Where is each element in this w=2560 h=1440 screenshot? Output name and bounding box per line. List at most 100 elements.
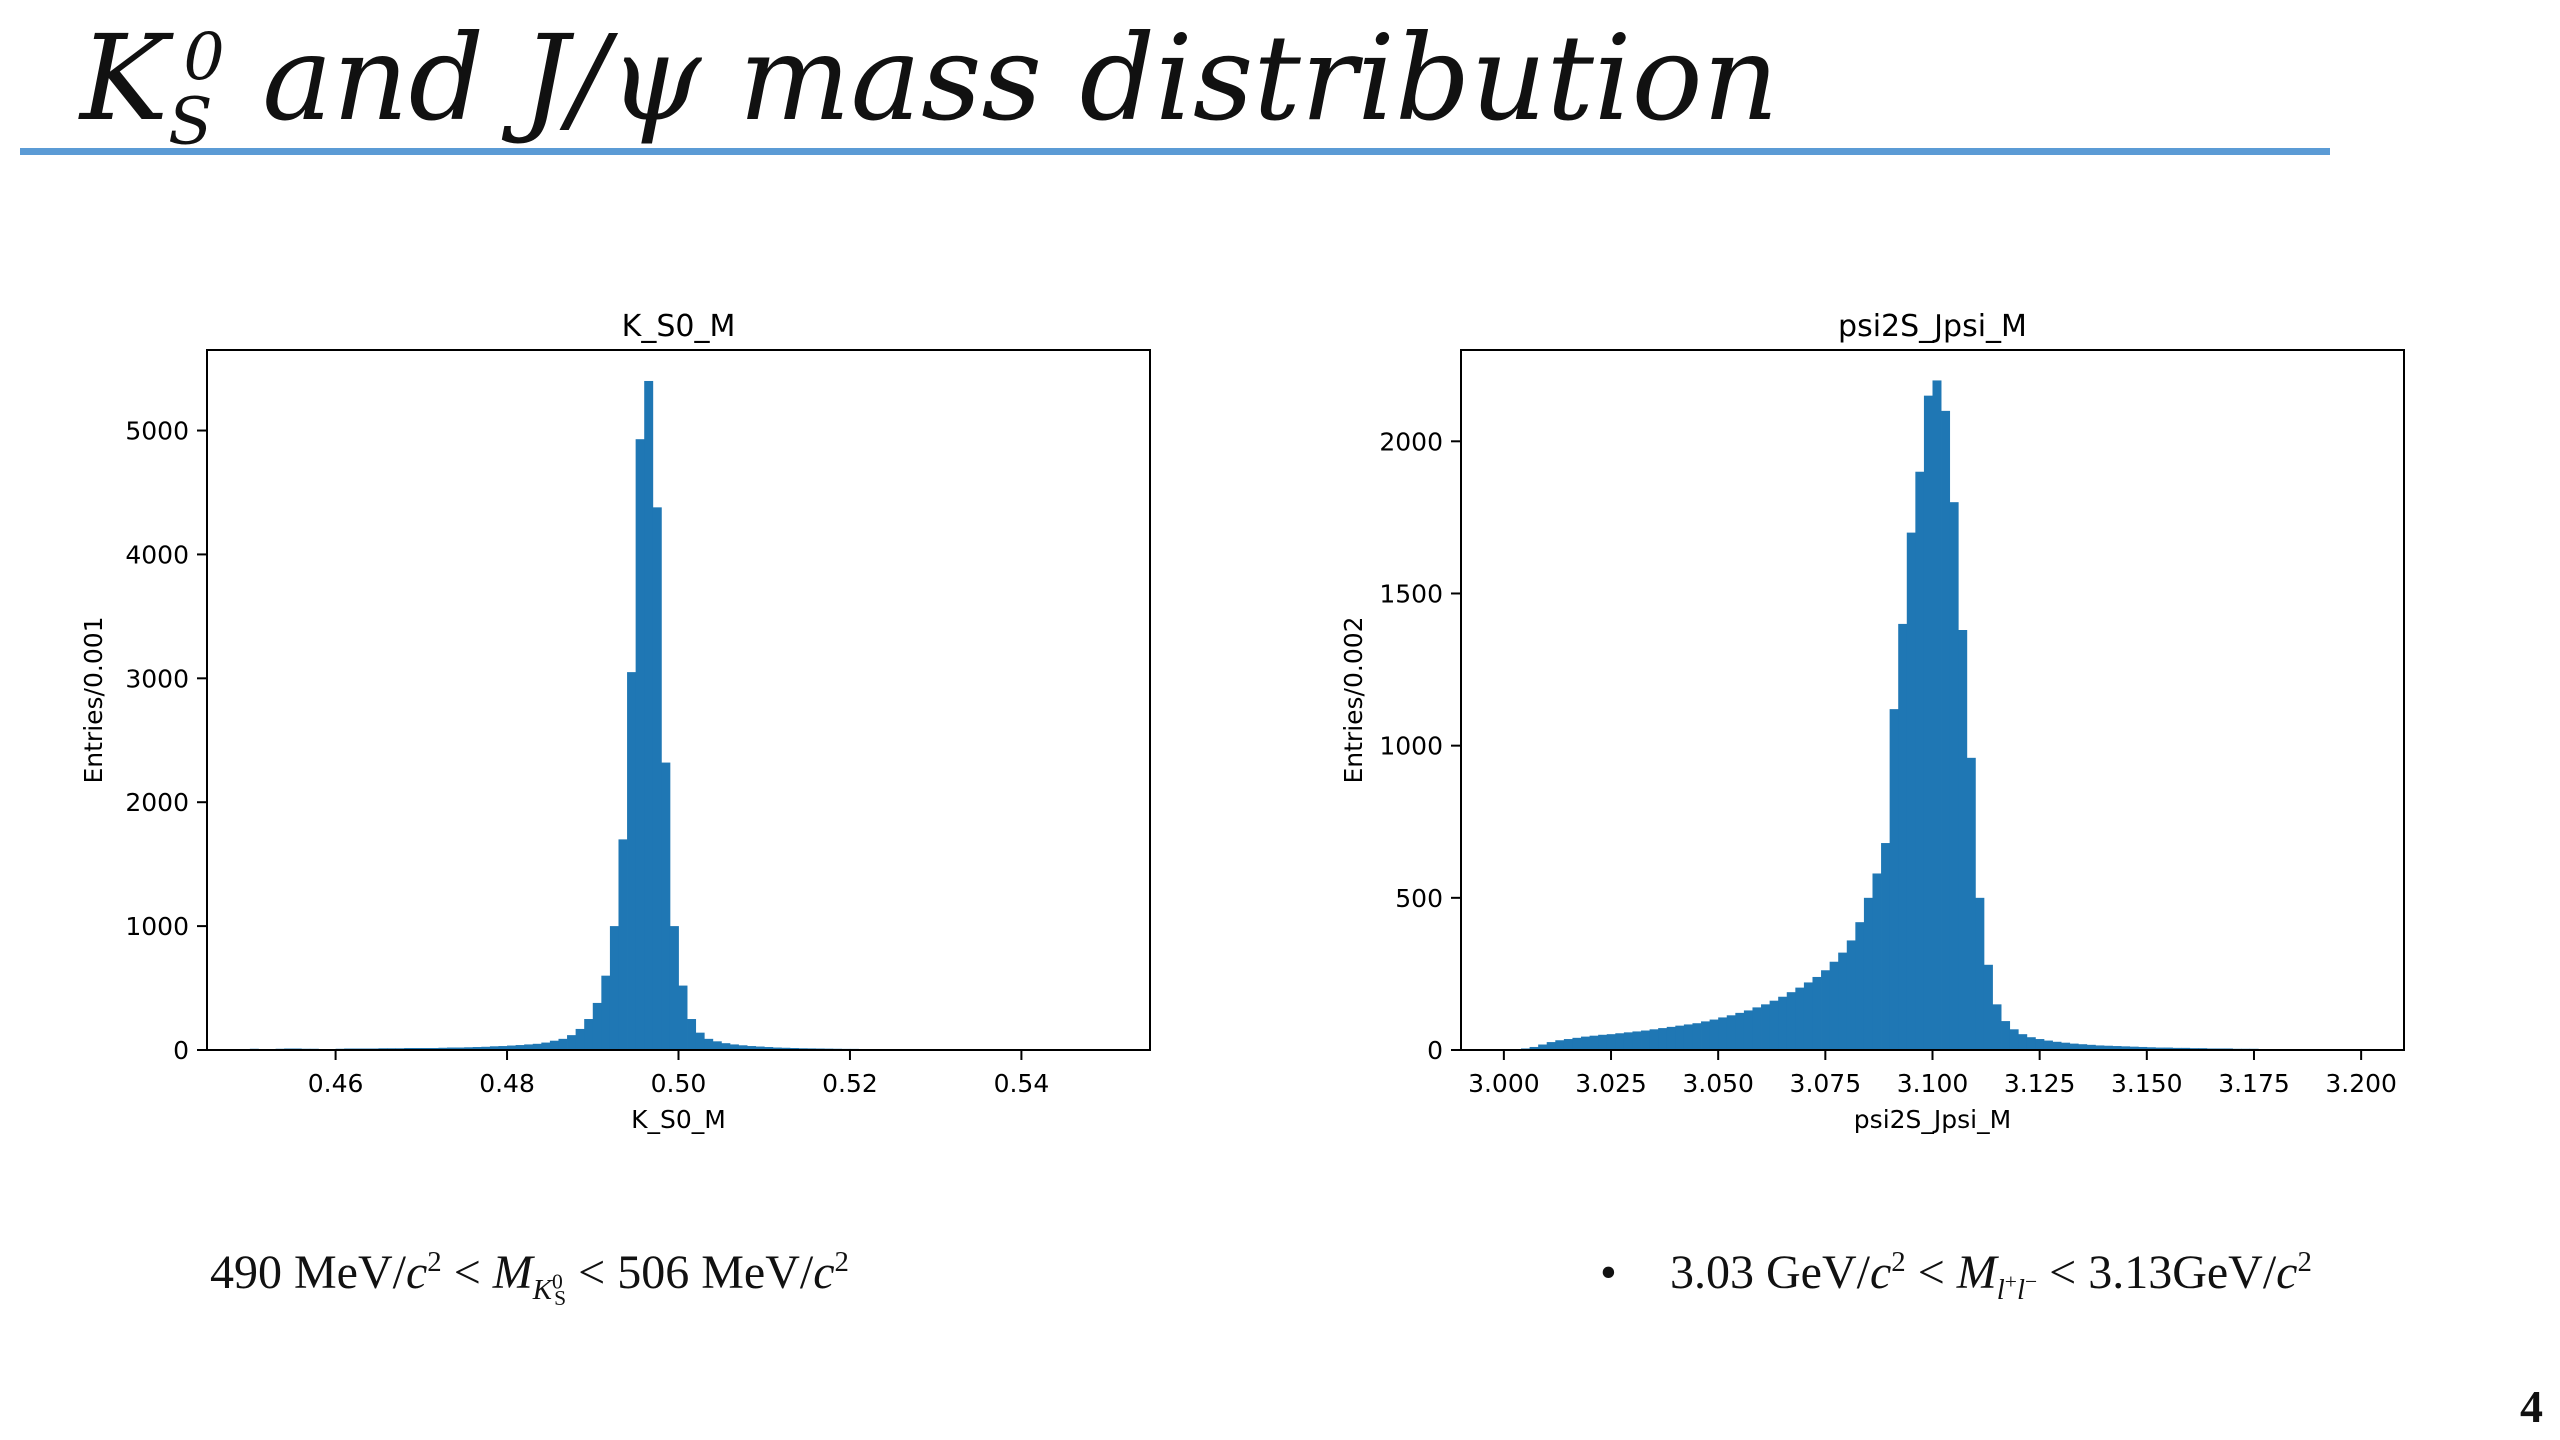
histogram-bar xyxy=(1589,1035,1599,1050)
histogram-bar xyxy=(584,1019,594,1050)
histogram-bar xyxy=(1983,964,1993,1050)
histogram-bar xyxy=(2069,1043,2079,1050)
histogram-bar xyxy=(1761,1004,1771,1050)
histogram-bar xyxy=(1598,1034,1608,1050)
histogram-bar xyxy=(2129,1046,2139,1050)
histogram-bar xyxy=(1649,1029,1659,1050)
histogram-bar xyxy=(549,1040,559,1050)
histogram-bar xyxy=(2001,1021,2011,1050)
histogram-bar xyxy=(747,1046,757,1050)
x-tick-label: 0.50 xyxy=(651,1069,707,1098)
histogram-bar xyxy=(1726,1015,1736,1050)
histogram-bar xyxy=(1915,471,1925,1050)
chart-title: K_S0_M xyxy=(622,309,736,344)
histogram-bar xyxy=(644,380,654,1050)
histogram-bar xyxy=(2035,1039,2045,1050)
y-tick-label: 2000 xyxy=(1379,427,1443,456)
histogram-bar xyxy=(601,975,611,1050)
histogram-bar xyxy=(2018,1034,2028,1050)
histogram-bar xyxy=(2061,1042,2071,1050)
y-tick-label: 1000 xyxy=(125,912,189,941)
histogram-bar xyxy=(635,439,645,1050)
y-tick-label: 2000 xyxy=(125,788,189,817)
histogram-bar xyxy=(1666,1026,1676,1050)
histogram-bar xyxy=(1949,502,1959,1050)
histogram-bar xyxy=(695,1032,705,1050)
slide-title: KS0 and J/ψ mass distribution xyxy=(80,9,1779,160)
x-axis-label: K_S0_M xyxy=(631,1105,726,1134)
y-axis-label: Entries/0.002 xyxy=(1339,616,1368,783)
kshort-mass-histogram: 0.46 0.48 0.50 0.52 0.54 0 1000 2000 3000 4000 500… xyxy=(79,309,1151,1134)
x-tick-label: 3.075 xyxy=(1790,1069,1862,1098)
histogram-bar xyxy=(1658,1028,1668,1050)
histogram-bar xyxy=(781,1047,791,1050)
histogram-bar xyxy=(455,1047,465,1050)
histogram-bar xyxy=(1572,1037,1582,1050)
histogram-bar xyxy=(1683,1024,1693,1050)
histogram-bar xyxy=(2163,1047,2173,1050)
histogram-bar xyxy=(567,1035,577,1050)
histogram-bar xyxy=(558,1038,568,1050)
x-tick-label: 0.54 xyxy=(994,1069,1050,1098)
histogram-bar xyxy=(447,1047,457,1050)
histogram-bar xyxy=(532,1043,542,1050)
histogram-bar xyxy=(1898,623,1908,1050)
histogram-bar xyxy=(1538,1044,1548,1050)
y-tick-label: 4000 xyxy=(125,540,189,569)
kshort-mass-cut: 490 MeV/c2 < MK0S < 506 MeV/c2 xyxy=(210,1246,849,1311)
histogram-bar xyxy=(507,1045,517,1050)
histogram-bar xyxy=(1966,757,1976,1050)
histogram-bar xyxy=(2086,1044,2096,1050)
histogram-bar xyxy=(2078,1044,2088,1050)
histogram-bar xyxy=(1581,1036,1590,1050)
histogram-bar xyxy=(729,1044,739,1050)
histogram-bar xyxy=(1941,410,1951,1050)
histogram-bar xyxy=(2052,1041,2062,1050)
title-underline xyxy=(20,148,2330,155)
histogram-bar xyxy=(2181,1047,2191,1050)
histogram-bar xyxy=(1615,1033,1625,1050)
histogram-bar xyxy=(1735,1012,1745,1050)
histogram-bar xyxy=(678,985,688,1050)
chart-title: psi2S_Jpsi_M xyxy=(1838,309,2027,344)
histogram-bar xyxy=(1555,1040,1565,1050)
histogram-bar xyxy=(1529,1046,1539,1050)
histogram-bar xyxy=(1623,1032,1633,1050)
histogram-bar xyxy=(1829,961,1839,1050)
histogram-bar xyxy=(524,1044,534,1050)
histogram-bar xyxy=(1632,1031,1642,1050)
y-tick-label: 3000 xyxy=(125,664,189,693)
x-tick-label: 3.025 xyxy=(1575,1069,1647,1098)
histogram-bar xyxy=(1606,1034,1616,1050)
jpsi-mass-cut: 3.03 GeV/c2 < Ml+l− < 3.13GeV/c2 xyxy=(1670,1246,2312,1306)
histogram-bar xyxy=(1718,1017,1728,1050)
histogram-bar xyxy=(1803,982,1813,1050)
x-tick-label: 3.150 xyxy=(2111,1069,2183,1098)
histogram-bar xyxy=(687,1019,697,1050)
histogram-bar xyxy=(1769,1000,1779,1050)
page-number: 4 xyxy=(2520,1381,2543,1432)
histogram-bar xyxy=(704,1038,714,1050)
histogram-bar xyxy=(2103,1045,2113,1050)
histogram-bar xyxy=(712,1041,722,1050)
histogram-bar xyxy=(2043,1040,2053,1050)
histogram-bar xyxy=(1863,897,1873,1050)
histogram-bar xyxy=(1752,1007,1762,1050)
histogram-bar xyxy=(2146,1047,2156,1050)
jpsi-mass-histogram: 3.000 3.025 3.050 3.075 3.100 3.125 3.150 3.175… xyxy=(1339,309,2405,1134)
histogram-bar xyxy=(618,839,628,1050)
histogram-bar xyxy=(1821,970,1831,1050)
histogram-bar xyxy=(627,672,637,1050)
histogram-bar xyxy=(1692,1023,1702,1050)
histogram-bar xyxy=(1881,843,1891,1050)
histogram-bar xyxy=(1563,1039,1573,1050)
histogram-bar xyxy=(472,1047,482,1050)
histogram-bar xyxy=(575,1028,585,1050)
y-tick-label: 0 xyxy=(173,1036,189,1065)
x-axis-label: psi2S_Jpsi_M xyxy=(1854,1105,2011,1134)
histogram-bar xyxy=(2112,1046,2122,1050)
histogram-bar xyxy=(2009,1029,2019,1050)
x-tick-label: 0.48 xyxy=(479,1069,535,1098)
histogram-bar xyxy=(1932,380,1942,1050)
y-tick-label: 1000 xyxy=(1379,732,1443,761)
